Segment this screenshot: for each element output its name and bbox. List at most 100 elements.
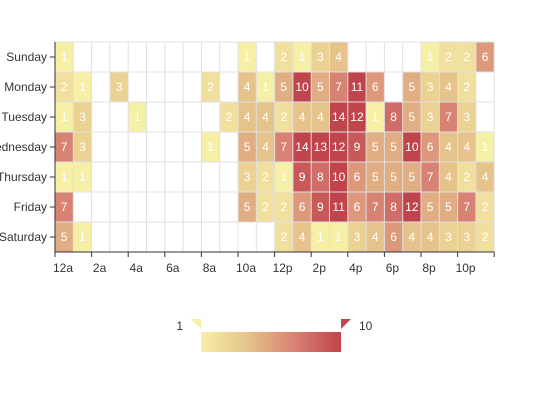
heatmap-cell[interactable]	[366, 222, 385, 252]
heatmap-cell[interactable]	[256, 192, 275, 222]
heatmap-cell[interactable]	[274, 72, 293, 102]
heatmap-cell[interactable]	[457, 102, 476, 132]
heatmap-cell[interactable]	[73, 222, 92, 252]
heatmap-cell[interactable]	[55, 222, 74, 252]
heatmap-cell[interactable]	[329, 42, 348, 72]
heatmap-cell[interactable]	[329, 102, 348, 132]
heatmap-cell[interactable]	[311, 72, 330, 102]
heatmap-cell[interactable]	[292, 132, 312, 162]
heatmap-cell[interactable]	[475, 132, 495, 162]
heatmap-cell[interactable]	[55, 72, 74, 102]
heatmap-cell[interactable]	[347, 222, 367, 252]
heatmap-cell[interactable]	[238, 42, 257, 72]
heatmap-cell[interactable]	[292, 222, 312, 252]
heatmap-cell[interactable]	[292, 72, 312, 102]
heatmap-cell[interactable]	[366, 132, 385, 162]
heatmap-cell[interactable]	[402, 72, 421, 102]
heatmap-cell[interactable]	[347, 72, 367, 102]
heatmap-cell[interactable]	[55, 102, 74, 132]
heatmap-cell[interactable]	[329, 192, 348, 222]
heatmap-cell[interactable]	[457, 222, 476, 252]
heatmap-cell[interactable]	[329, 72, 348, 102]
heatmap-cell[interactable]	[366, 72, 385, 102]
heatmap-cell[interactable]	[329, 132, 348, 162]
heatmap-cell[interactable]	[421, 102, 440, 132]
heatmap-cell[interactable]	[421, 42, 440, 72]
heatmap-cell[interactable]	[256, 132, 275, 162]
heatmap-cell[interactable]	[292, 42, 312, 72]
heatmap-cell[interactable]	[366, 162, 385, 192]
heatmap-cell[interactable]	[421, 132, 440, 162]
heatmap-cell[interactable]	[421, 192, 440, 222]
heatmap-cell[interactable]	[292, 102, 312, 132]
heatmap-cell[interactable]	[311, 132, 330, 162]
heatmap-cell[interactable]	[128, 102, 147, 132]
heatmap-cell[interactable]	[421, 222, 440, 252]
heatmap-cell[interactable]	[238, 132, 257, 162]
heatmap-cell[interactable]	[347, 132, 367, 162]
heatmap-cell[interactable]	[219, 102, 238, 132]
heatmap-cell[interactable]	[384, 102, 403, 132]
heatmap-cell[interactable]	[439, 72, 458, 102]
heatmap-cell[interactable]	[439, 42, 458, 72]
heatmap-cell[interactable]	[238, 102, 257, 132]
heatmap-cell[interactable]	[55, 132, 74, 162]
heatmap-cell[interactable]	[73, 72, 92, 102]
heatmap-cell[interactable]	[329, 162, 348, 192]
heatmap-cell[interactable]	[347, 162, 367, 192]
heatmap-cell[interactable]	[55, 192, 74, 222]
heatmap-cell[interactable]	[73, 102, 92, 132]
heatmap-cell[interactable]	[402, 102, 421, 132]
heatmap-cell[interactable]	[311, 102, 330, 132]
heatmap-cell[interactable]	[311, 222, 330, 252]
heatmap-cell[interactable]	[402, 192, 421, 222]
heatmap-cell[interactable]	[457, 72, 476, 102]
heatmap-cell[interactable]	[439, 192, 458, 222]
heatmap-cell[interactable]	[347, 102, 367, 132]
heatmap-cell[interactable]	[384, 132, 403, 162]
visual-map-max-handle[interactable]	[341, 319, 351, 329]
heatmap-cell[interactable]	[73, 162, 92, 192]
heatmap-cell[interactable]	[475, 42, 495, 72]
heatmap-cell[interactable]	[421, 162, 440, 192]
heatmap-cell[interactable]	[292, 162, 312, 192]
heatmap-cell[interactable]	[366, 192, 385, 222]
heatmap-cell[interactable]	[256, 72, 275, 102]
visual-map-min-handle[interactable]	[191, 319, 201, 329]
heatmap-cell[interactable]	[238, 72, 257, 102]
heatmap-cell[interactable]	[256, 162, 275, 192]
heatmap-cell[interactable]	[439, 132, 458, 162]
heatmap-cell[interactable]	[475, 162, 495, 192]
heatmap-cell[interactable]	[201, 132, 220, 162]
heatmap-cell[interactable]	[329, 222, 348, 252]
heatmap-cell[interactable]	[256, 102, 275, 132]
heatmap-cell[interactable]	[311, 42, 330, 72]
heatmap-cell[interactable]	[73, 132, 92, 162]
heatmap-cell[interactable]	[457, 132, 476, 162]
heatmap-cell[interactable]	[457, 192, 476, 222]
heatmap-cell[interactable]	[55, 162, 74, 192]
heatmap-cell[interactable]	[311, 192, 330, 222]
heatmap-cell[interactable]	[457, 162, 476, 192]
heatmap-cell[interactable]	[274, 42, 293, 72]
heatmap-cell[interactable]	[238, 162, 257, 192]
heatmap-cell[interactable]	[274, 132, 293, 162]
heatmap-cell[interactable]	[55, 42, 74, 72]
heatmap-cell[interactable]	[439, 162, 458, 192]
heatmap-cell[interactable]	[439, 222, 458, 252]
heatmap-cell[interactable]	[475, 192, 495, 222]
heatmap-cell[interactable]	[238, 192, 257, 222]
heatmap-cell[interactable]	[274, 192, 293, 222]
heatmap-cell[interactable]	[384, 192, 403, 222]
heatmap-cell[interactable]	[384, 222, 403, 252]
heatmap-cell[interactable]	[421, 72, 440, 102]
heatmap-cell[interactable]	[439, 102, 458, 132]
heatmap-cell[interactable]	[366, 102, 385, 132]
heatmap-cell[interactable]	[201, 72, 220, 102]
heatmap-cell[interactable]	[402, 132, 421, 162]
heatmap-cell[interactable]	[384, 162, 403, 192]
heatmap-cell[interactable]	[292, 192, 312, 222]
heatmap-cell[interactable]	[311, 162, 330, 192]
heatmap-cell[interactable]	[274, 102, 293, 132]
heatmap-cell[interactable]	[475, 222, 495, 252]
